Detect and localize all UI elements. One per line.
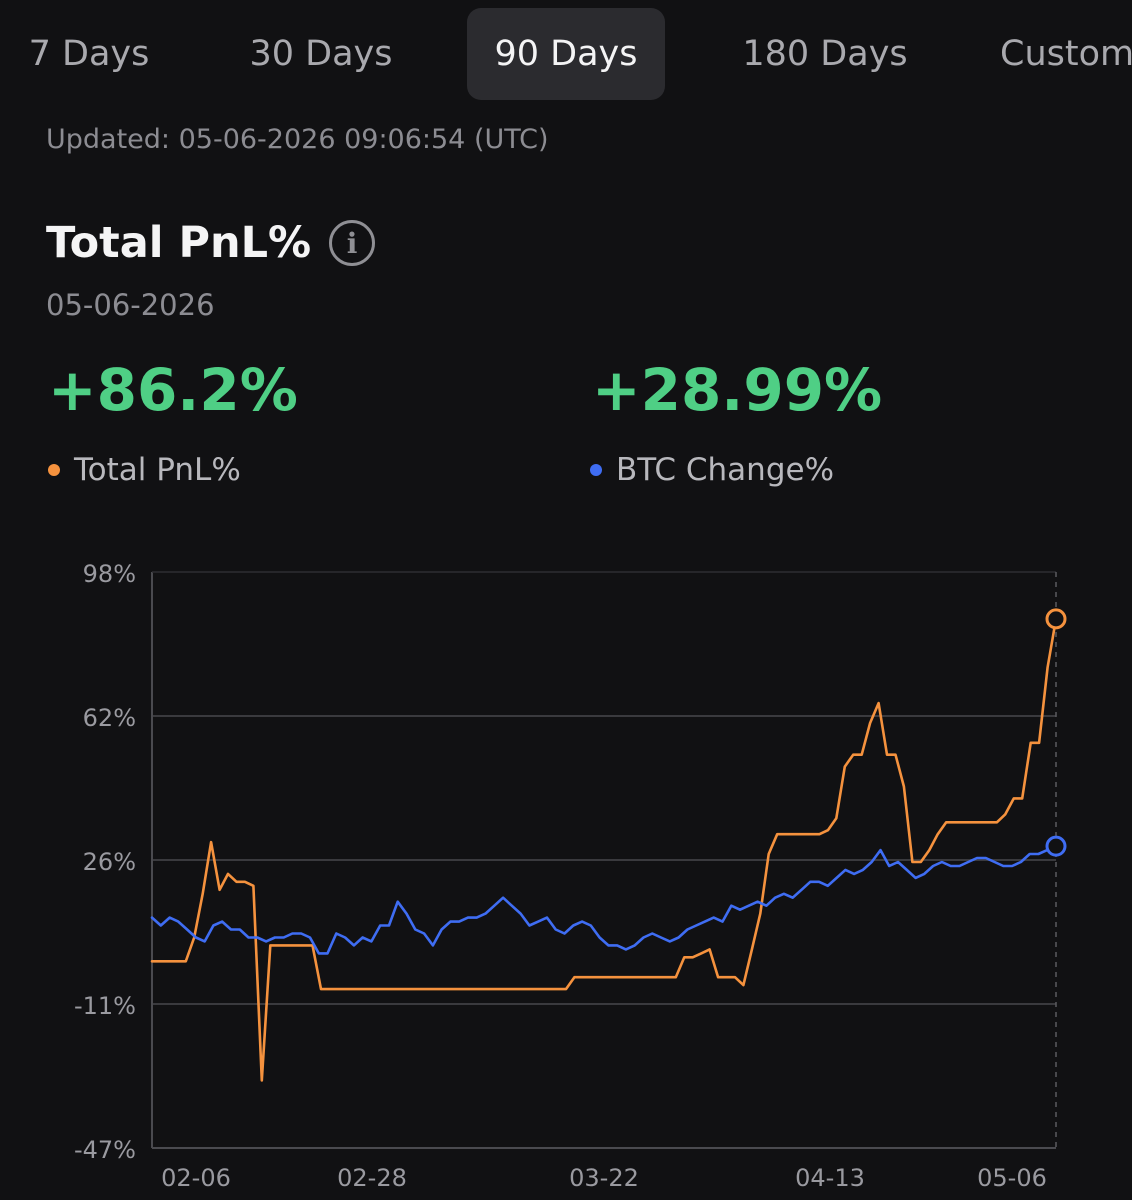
total-pnl-end-marker — [1045, 608, 1067, 630]
x-tick-label: 04-13 — [795, 1164, 865, 1192]
total-pnl-value: +86.2% — [48, 356, 298, 424]
title-row: Total PnL% i — [46, 215, 376, 271]
y-tick-label: 26% — [83, 848, 136, 876]
btc-change-line — [150, 844, 1058, 955]
btc-change-end-marker — [1045, 835, 1067, 857]
y-tick-label: -47% — [74, 1136, 136, 1164]
range-tabs: 7 Days 30 Days 90 Days 180 Days Custom — [0, 8, 1132, 100]
tab-180-days[interactable]: 180 Days — [742, 34, 908, 74]
tab-90-days[interactable]: 90 Days — [467, 8, 665, 100]
legend-label-btc-change: BTC Change% — [616, 452, 835, 488]
tab-30-days[interactable]: 30 Days — [249, 34, 393, 74]
total-pnl-line — [150, 617, 1058, 1082]
y-tick-label: 98% — [83, 560, 136, 588]
updated-timestamp: Updated: 05-06-2026 09:06:54 (UTC) — [46, 124, 549, 155]
snapshot-date: 05-06-2026 — [46, 288, 215, 322]
tab-7-days[interactable]: 7 Days — [28, 34, 150, 74]
page-title: Total PnL% — [46, 218, 312, 268]
info-circle-icon[interactable]: i — [329, 220, 376, 266]
x-tick-label: 03-22 — [569, 1164, 639, 1192]
y-tick-label: 62% — [83, 704, 136, 732]
y-tick-label: -11% — [74, 992, 136, 1020]
legend-btc-change: BTC Change% — [590, 452, 834, 488]
legend-dot-total-pnl — [48, 464, 60, 476]
btc-change-value: +28.99% — [592, 356, 883, 424]
legend-label-total-pnl: Total PnL% — [74, 452, 241, 488]
x-tick-label: 05-06 — [977, 1164, 1047, 1192]
x-tick-label: 02-28 — [337, 1164, 407, 1192]
legend-dot-btc-change — [590, 464, 602, 476]
pnl-chart: 98% 62% 26% -11% -47% 02-06 02-28 03-22 04-13 05-… — [74, 560, 1067, 1192]
tab-custom[interactable]: Custom — [1000, 34, 1132, 74]
x-tick-label: 02-06 — [161, 1164, 231, 1192]
legend-total-pnl: Total PnL% — [48, 452, 241, 488]
